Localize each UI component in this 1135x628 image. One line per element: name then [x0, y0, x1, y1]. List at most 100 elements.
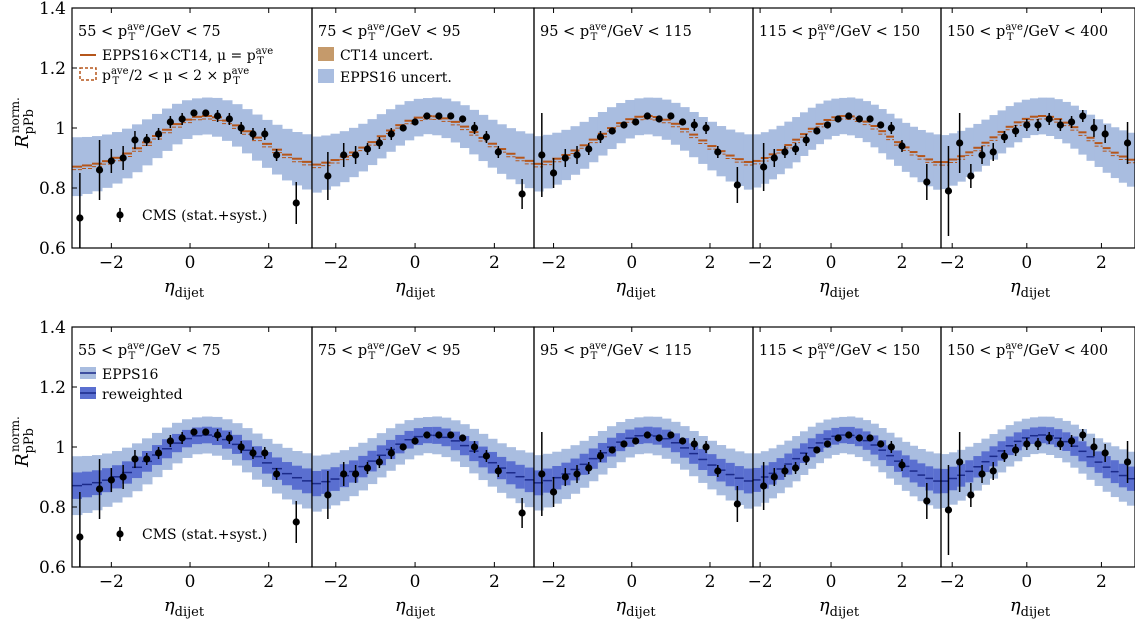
panel-1-2: −2 0 2 ηdijet 75 < pave T/GeV < 95: [311, 7, 535, 301]
cms-data-point: [989, 148, 997, 156]
panel-1-1: −2 0 2 ηdijet 55 < pave T/GeV < 75: [71, 7, 313, 301]
cms-data-point: [482, 133, 491, 141]
cms-data-point: [95, 485, 104, 493]
cms-data-point: [1090, 124, 1098, 132]
x-tick-label: 2: [489, 572, 500, 592]
cms-data-point: [272, 151, 281, 159]
cms-data-point: [989, 467, 997, 475]
panel-title: 95 < pave T/GeV < 115: [540, 341, 692, 362]
cms-data-point: [813, 127, 821, 135]
cms-data-point: [898, 142, 906, 150]
cms-data-point: [447, 431, 455, 439]
x-tick-label: −2: [940, 253, 965, 273]
cms-data-point: [411, 437, 419, 445]
x-tick-label: −2: [940, 572, 965, 592]
legend-label: CMS (stat.+syst.): [142, 208, 267, 224]
cms-data-point: [459, 115, 467, 123]
cms-data-point: [944, 187, 953, 195]
panel-title: 75 < pave T/GeV < 95: [318, 341, 461, 362]
cms-data-point: [324, 491, 332, 499]
cms-data-point: [887, 443, 895, 451]
cms-data-point: [340, 470, 348, 478]
x-tick-label: −2: [323, 253, 348, 273]
cms-data-point: [770, 473, 778, 481]
y-tick-label: 1.2: [39, 378, 66, 398]
cms-data-point: [272, 470, 281, 478]
cms-data-point: [518, 509, 526, 517]
legend-dashed-box-icon: [79, 67, 97, 81]
cms-data-point: [76, 214, 84, 222]
x-axis-label: ηdijet: [164, 595, 205, 620]
cms-data-point: [690, 121, 698, 129]
x-tick-label: 2: [897, 253, 908, 273]
cms-data-point: [1123, 458, 1132, 466]
cms-data-point: [866, 115, 874, 123]
cms-data-point: [375, 458, 383, 466]
x-tick-label: 2: [489, 253, 500, 273]
cms-data-point: [340, 151, 348, 159]
cms-data-point: [213, 431, 222, 439]
cms-data-point: [855, 434, 864, 442]
x-tick-label: −2: [99, 253, 124, 273]
cms-data-point: [823, 440, 832, 448]
cms-data-point: [249, 130, 257, 138]
cms-data-point: [643, 112, 652, 120]
panel-title: 95 < pave T/GeV < 115: [540, 22, 692, 43]
cms-data-point: [813, 446, 821, 454]
cms-data-point: [1067, 437, 1076, 445]
cms-data-point: [202, 109, 210, 117]
panel-2-2: −2 0 2 ηdijet 75 < pave T/GeV < 95: [311, 326, 535, 620]
cms-data-point: [585, 145, 593, 153]
cms-data-point: [608, 446, 616, 454]
x-axis-label: ηdijet: [395, 276, 436, 301]
row-1: −2 0 2 ηdijet 55 < pave T/GeV < 75 −2 0 2 ηdijet 7…: [8, 0, 1135, 301]
cms-data-point: [411, 118, 419, 126]
cms-data-point: [1012, 446, 1020, 454]
cms-data-point: [877, 121, 885, 129]
cms-data-point: [423, 112, 431, 120]
cms-data-point: [1045, 115, 1053, 123]
cms-data-point: [190, 428, 198, 436]
x-axis-label: ηdijet: [1010, 276, 1051, 301]
cms-data-point: [1034, 121, 1042, 129]
y-tick-label: 1: [55, 438, 66, 458]
cms-data-point: [760, 482, 768, 490]
cms-data-point: [494, 467, 502, 475]
panel-2-1: −2 0 2 ηdijet 55 < pave T/GeV < 75: [71, 326, 313, 620]
cms-data-point: [944, 506, 953, 514]
cms-data-point: [1090, 443, 1098, 451]
legend-label: EPPS16: [102, 367, 159, 383]
cms-data-point: [1012, 127, 1020, 135]
cms-data-point: [1079, 112, 1087, 120]
cms-data-point: [632, 118, 640, 126]
cms-data-point: [620, 121, 628, 129]
y-tick-label: 0.6: [39, 558, 66, 578]
cms-data-point: [714, 148, 722, 156]
legend-label: EPPS16 uncert.: [340, 70, 452, 86]
cms-data-point: [363, 464, 372, 472]
cms-data-point: [1023, 440, 1031, 448]
x-tick-label: 0: [826, 253, 837, 273]
row-2: −2 0 2 ηdijet 55 < pave T/GeV < 75 −2 0 2 ηdijet 7…: [8, 318, 1135, 620]
cms-data-point: [791, 145, 800, 153]
cms-data-point: [178, 434, 186, 442]
cms-data-point: [178, 115, 186, 123]
cms-data-point: [237, 124, 245, 132]
cms-data-point: [733, 500, 741, 508]
cms-data-point: [956, 458, 964, 466]
legend-marker-icon: [116, 530, 124, 538]
cms-data-point: [923, 178, 931, 186]
panel-1-5: −2 0 2 ηdijet 150 < pave T/GeV < 400: [940, 7, 1135, 301]
x-tick-label: 2: [705, 572, 716, 592]
cms-data-point: [363, 145, 372, 153]
cms-data-point: [1045, 434, 1053, 442]
cms-data-point: [107, 476, 115, 484]
cms-data-point: [620, 440, 628, 448]
cms-data-point: [866, 434, 874, 442]
panel-title: 150 < pave T/GeV < 400: [947, 341, 1108, 362]
y-axis-label: RpPbnorm.: [8, 416, 37, 468]
cms-data-point: [119, 473, 127, 481]
cms-data-point: [225, 434, 233, 442]
